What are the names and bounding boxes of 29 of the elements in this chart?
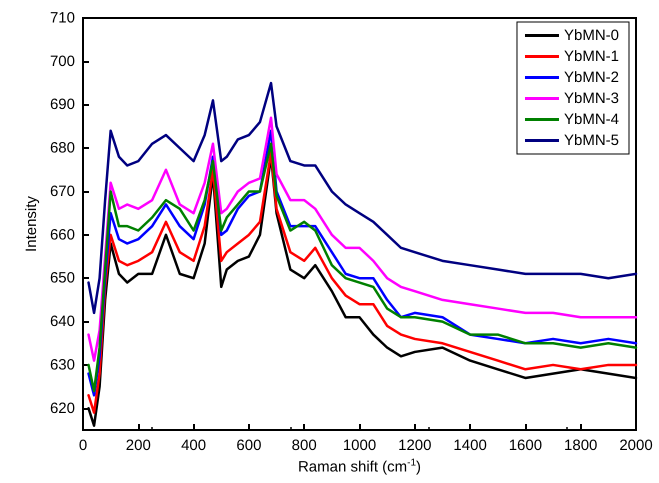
x-tick-label: 800 xyxy=(292,437,317,454)
x-tick-label: 1000 xyxy=(342,437,376,454)
legend-label: YbMN-4 xyxy=(564,111,620,128)
y-tick-label: 700 xyxy=(50,52,75,70)
x-tick-label: 2000 xyxy=(619,437,653,454)
x-tick-label: 200 xyxy=(126,437,151,454)
y-tick-label: 660 xyxy=(50,226,75,244)
y-tick-label: 670 xyxy=(50,182,75,200)
y-tick-label: 630 xyxy=(50,356,75,374)
legend-label: YbMN-0 xyxy=(564,27,620,44)
x-tick-label: 1800 xyxy=(564,437,598,454)
legend-label: YbMN-5 xyxy=(564,132,620,149)
y-tick-label: 690 xyxy=(50,96,75,114)
legend-label: YbMN-3 xyxy=(564,90,620,107)
y-tick-label: 680 xyxy=(50,140,75,157)
x-tick-label: 1200 xyxy=(398,437,432,454)
x-tick-label: 600 xyxy=(236,437,262,454)
legend-label: YbMN-1 xyxy=(564,48,620,65)
x-tick-label: 1600 xyxy=(508,437,542,454)
y-tick-label: 620 xyxy=(50,400,75,417)
y-tick-label: 640 xyxy=(50,313,75,330)
y-tick-label: 710 xyxy=(50,10,75,26)
y-tick-label: 650 xyxy=(50,270,75,287)
y-axis-title: Intensity xyxy=(23,196,40,252)
x-tick-label: 1400 xyxy=(453,437,487,454)
line-series xyxy=(87,82,638,314)
x-tick-label: 400 xyxy=(181,437,206,454)
x-tick-label: 0 xyxy=(78,437,88,454)
legend-label: YbMN-2 xyxy=(564,69,620,86)
